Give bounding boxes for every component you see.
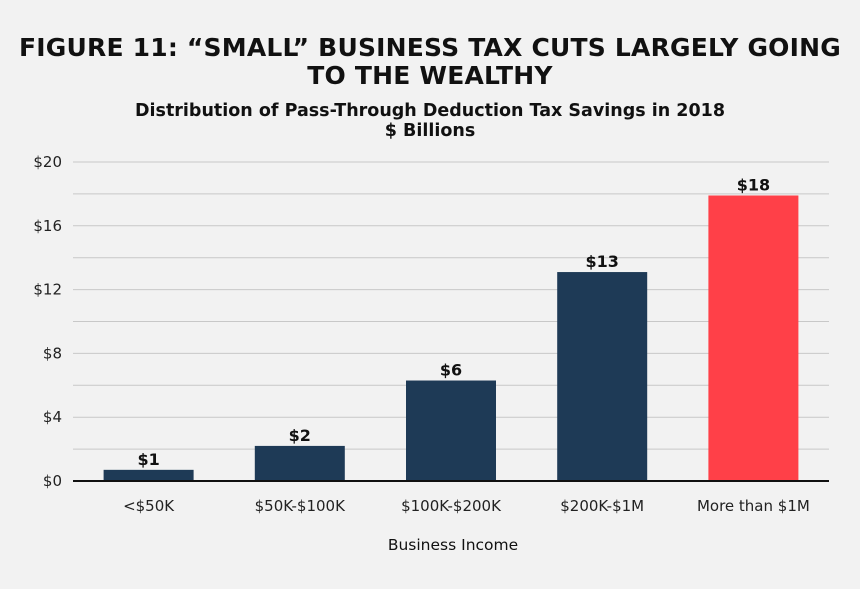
y-axis-ticks: $0 $4 $8 $12 $16 $20 xyxy=(33,153,62,490)
data-labels: $1 $2 $6 $13 $18 xyxy=(137,175,770,468)
y-tick-label: $20 xyxy=(33,153,62,171)
x-tick-label: $200K-$1M xyxy=(560,497,644,515)
chart-title: FIGURE 11: “SMALL” BUSINESS TAX CUTS LAR… xyxy=(19,33,841,90)
x-tick-label: <$50K xyxy=(123,497,175,515)
chart-subtitle-line-2: $ Billions xyxy=(384,121,476,141)
x-axis-ticks: <$50K $50K-$100K $100K-$200K $200K-$1M More … xyxy=(123,497,810,515)
bar-value-label: $1 xyxy=(137,450,159,469)
x-tick-label: More than $1M xyxy=(697,497,810,515)
bar xyxy=(708,195,799,481)
bar xyxy=(557,272,648,481)
bar xyxy=(254,445,345,481)
y-tick-label: $8 xyxy=(43,344,62,362)
y-tick-label: $16 xyxy=(33,217,62,235)
bar xyxy=(406,380,496,481)
x-tick-label: $50K-$100K xyxy=(255,497,346,515)
gridlines xyxy=(73,161,829,450)
bar xyxy=(103,469,194,481)
bars xyxy=(103,195,799,481)
chart-subtitle-line-1: Distribution of Pass-Through Deduction T… xyxy=(135,101,725,121)
x-axis-title: Business Income xyxy=(388,536,518,554)
x-tick-label: $100K-$200K xyxy=(401,497,502,515)
bar-value-label: $18 xyxy=(737,175,770,194)
y-tick-label: $0 xyxy=(43,472,62,490)
y-tick-label: $4 xyxy=(43,408,62,426)
bar-value-label: $6 xyxy=(440,361,462,380)
y-tick-label: $12 xyxy=(33,281,62,299)
chart-subtitle: Distribution of Pass-Through Deduction T… xyxy=(0,101,860,141)
bar-value-label: $2 xyxy=(289,426,311,445)
bar-value-label: $13 xyxy=(585,252,618,271)
